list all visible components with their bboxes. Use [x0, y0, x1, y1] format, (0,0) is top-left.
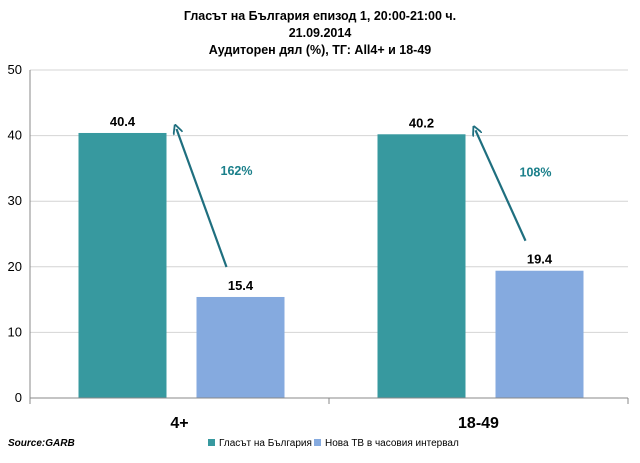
annotations: 162% 108%	[177, 129, 552, 268]
data-labels: 40.4 15.4 40.2 19.4	[110, 114, 553, 293]
data-label: 40.4	[110, 114, 136, 129]
axes: 0 10 20 30 40 50 4+ 18-49	[8, 62, 629, 432]
annotation-arrow	[177, 129, 228, 268]
data-label: 40.2	[409, 115, 434, 130]
legend-label: Гласът на България	[219, 438, 312, 449]
bars	[78, 132, 584, 398]
y-tick-label: 0	[15, 390, 22, 405]
chart-title-line-1: Гласът на България епизод 1, 20:00-21:00…	[184, 9, 456, 23]
legend: Гласът на България Нова ТВ в часовия инте…	[208, 438, 459, 449]
y-tick-label: 50	[8, 62, 22, 77]
chart-title-line-3: Аудиторен дял (%), ТГ: All4+ и 18-49	[209, 43, 432, 57]
y-tick-label: 10	[8, 324, 22, 339]
source-note: Source:GARB	[8, 438, 75, 449]
legend-label: Нова ТВ в часовия интервал	[325, 438, 459, 449]
x-category-label: 4+	[170, 415, 188, 432]
annotation-arrow	[476, 130, 527, 242]
bar	[78, 132, 167, 398]
legend-swatch	[208, 439, 215, 446]
bar	[377, 134, 466, 398]
legend-swatch	[314, 439, 321, 446]
chart-title-line-2: 21.09.2014	[289, 26, 352, 40]
data-label: 15.4	[228, 278, 254, 293]
annotation-label: 162%	[221, 164, 253, 178]
y-tick-label: 20	[8, 259, 22, 274]
data-label: 19.4	[527, 252, 553, 267]
y-tick-label: 30	[8, 193, 22, 208]
bar	[196, 296, 285, 398]
bar	[495, 270, 584, 398]
annotation-label: 108%	[520, 165, 552, 179]
x-category-label: 18-49	[458, 415, 499, 432]
y-tick-label: 40	[8, 128, 22, 143]
